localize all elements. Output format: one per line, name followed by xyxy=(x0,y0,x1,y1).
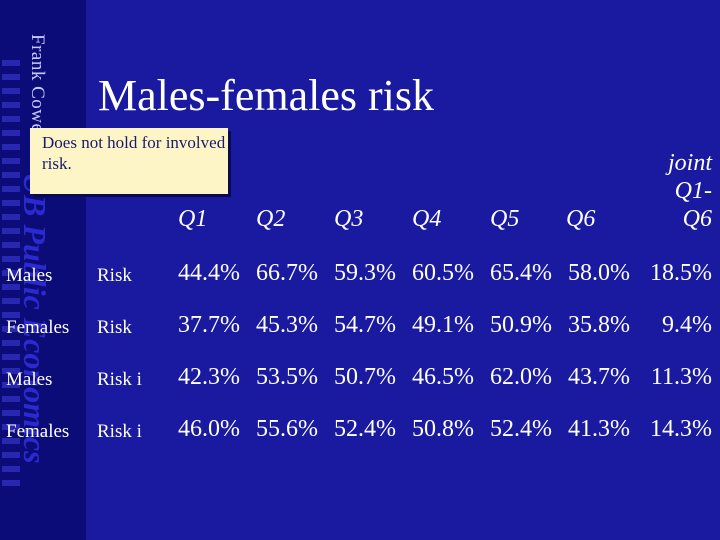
table-cell-joint: 9.4% xyxy=(662,312,712,338)
sticky-note: Does not hold for involved risk. xyxy=(30,128,228,194)
row-measure-label: Risk i xyxy=(97,369,142,390)
table-cell-joint: 14.3% xyxy=(650,416,712,442)
header-q3: Q3 xyxy=(334,206,364,232)
row-group-label: Females xyxy=(6,317,70,338)
table-cell: 52.4% xyxy=(334,416,396,442)
table-cell: 37.7% xyxy=(178,312,240,338)
table-cell-joint: 18.5% xyxy=(650,260,712,286)
header-q1: Q1 xyxy=(178,206,208,232)
header-joint-line1: joint xyxy=(667,150,712,176)
row-measure-label: Risk xyxy=(97,265,132,286)
table-cell: 46.5% xyxy=(412,364,474,390)
header-joint-line2: Q1- xyxy=(674,178,712,204)
decorative-dash-column xyxy=(2,60,20,490)
table-cell: 58.0% xyxy=(568,260,630,286)
header-q6: Q6 xyxy=(566,206,596,232)
header-joint-line3: Q6 xyxy=(682,206,712,232)
course-vertical-label: UB Public Economics xyxy=(17,172,53,464)
table-cell: 44.4% xyxy=(178,260,240,286)
row-measure-label: Risk xyxy=(97,317,132,338)
row-group-label: Males xyxy=(6,265,53,286)
table-cell: 54.7% xyxy=(334,312,396,338)
table-cell: 35.8% xyxy=(568,312,630,338)
table-cell: 59.3% xyxy=(334,260,396,286)
table-cell: 66.7% xyxy=(256,260,318,286)
table-cell: 50.7% xyxy=(334,364,396,390)
table-cell: 52.4% xyxy=(490,416,552,442)
table-cell-joint: 11.3% xyxy=(650,364,712,390)
slide-title: Males-females risk xyxy=(98,71,434,120)
table-cell: 60.5% xyxy=(412,260,474,286)
table-cell: 65.4% xyxy=(490,260,552,286)
row-group-label: Females xyxy=(6,421,70,442)
table-cell: 50.9% xyxy=(490,312,552,338)
header-q4: Q4 xyxy=(412,206,442,232)
row-group-label: Males xyxy=(6,369,53,390)
table-cell: 46.0% xyxy=(178,416,240,442)
table-cell: 42.3% xyxy=(178,364,240,390)
table-cell: 45.3% xyxy=(256,312,318,338)
table-cell: 62.0% xyxy=(490,364,552,390)
table-cell: 50.8% xyxy=(412,416,474,442)
table-cell: 49.1% xyxy=(412,312,474,338)
header-q2: Q2 xyxy=(256,206,286,232)
table-cell: 43.7% xyxy=(568,364,630,390)
table-cell: 41.3% xyxy=(568,416,630,442)
row-measure-label: Risk i xyxy=(97,421,142,442)
table-cell: 55.6% xyxy=(256,416,318,442)
header-q5: Q5 xyxy=(490,206,520,232)
author-vertical-label: Frank Cowell: xyxy=(27,34,48,150)
table-cell: 53.5% xyxy=(256,364,318,390)
